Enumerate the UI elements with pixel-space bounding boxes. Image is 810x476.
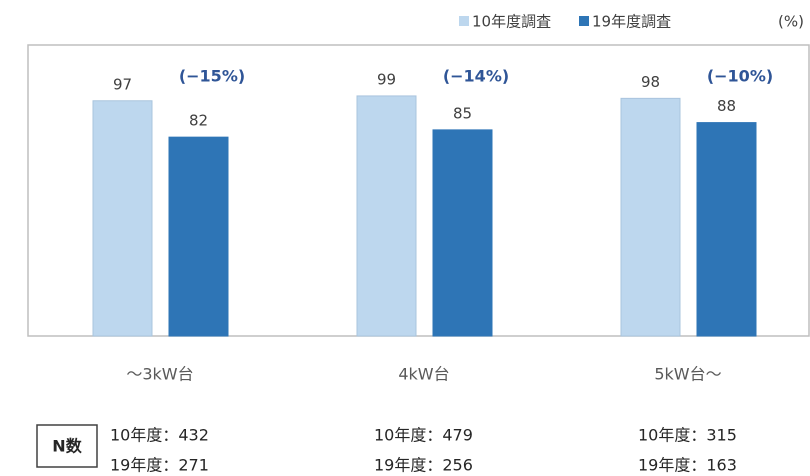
value-label: 88	[717, 97, 736, 115]
bar	[168, 136, 229, 337]
n-box	[36, 424, 98, 468]
value-label: 97	[113, 75, 132, 93]
sample-size: 10年度：315	[638, 426, 737, 445]
sample-size: 19年度：256	[374, 456, 473, 475]
value-label: 99	[377, 70, 396, 88]
bar	[620, 97, 681, 337]
sample-size: 19年度：271	[110, 456, 209, 475]
n-title: N数	[52, 437, 82, 456]
change-label: (−10%)	[707, 67, 773, 86]
value-label: 85	[453, 104, 472, 122]
bar	[696, 122, 757, 337]
plot-area	[27, 44, 810, 337]
change-label: (−14%)	[443, 67, 509, 86]
change-label: (−15%)	[179, 67, 245, 86]
bar	[356, 95, 417, 337]
legend-swatch	[459, 16, 469, 26]
legend-label: 10年度調査	[472, 13, 551, 31]
value-label: 82	[189, 112, 208, 130]
x-tick-label: 4kW台	[398, 365, 449, 384]
legend-label: 19年度調査	[592, 13, 671, 31]
value-label: 98	[641, 73, 660, 91]
bar	[92, 100, 153, 337]
sample-size: 10年度：479	[374, 426, 473, 445]
sample-size: 19年度：163	[638, 456, 737, 475]
x-tick-label: 5kW台〜	[654, 365, 721, 384]
bar	[432, 129, 493, 337]
legend-swatch	[579, 16, 589, 26]
unit-label: (%)	[778, 13, 804, 31]
x-tick-label: 〜3kW台	[126, 365, 193, 384]
sample-size: 10年度：432	[110, 426, 209, 445]
